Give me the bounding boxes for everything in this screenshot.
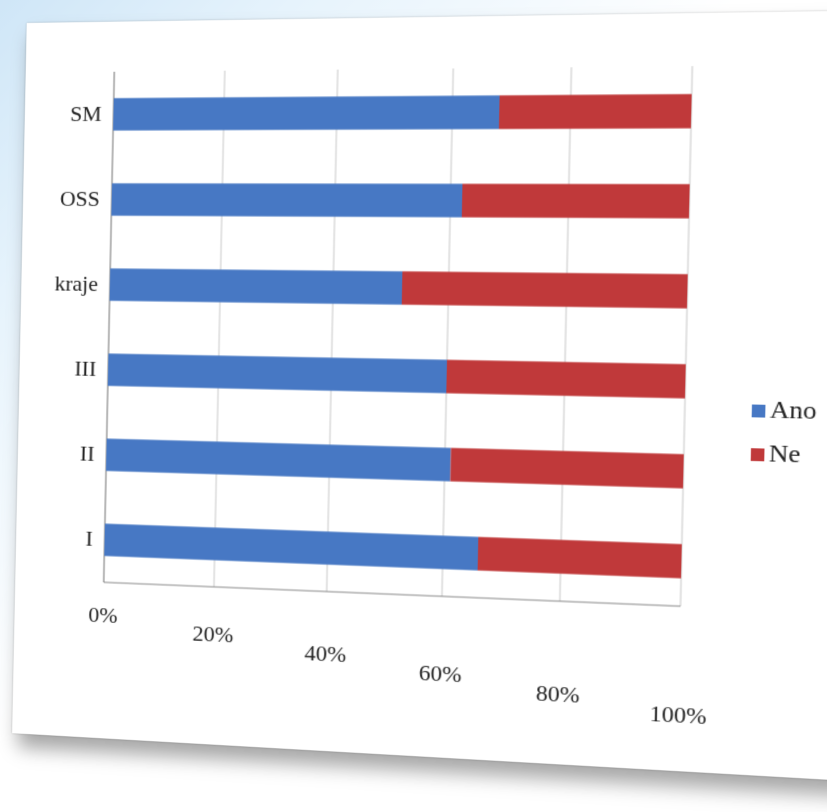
bar-ano-iii [108, 354, 447, 394]
y-category-label: II [80, 442, 95, 467]
chart-card: 0% 20% 40% 60% 80% 100% I II III kraje OSS SM Ano N… [12, 10, 827, 781]
y-axis-line [104, 72, 115, 583]
bar-ano-sm [113, 95, 500, 130]
x-axis-line [104, 582, 681, 606]
legend-item-ne: Ne [751, 440, 816, 471]
gridline [680, 66, 692, 606]
gridline [327, 70, 338, 592]
legend-item-ano: Ano [752, 396, 818, 426]
gridline [214, 71, 225, 587]
y-category-label: I [85, 527, 93, 551]
y-category-label: III [74, 357, 96, 382]
legend-label-ne: Ne [769, 440, 801, 470]
legend-label-ano: Ano [770, 396, 817, 426]
bar-ne-i [478, 537, 682, 578]
gridline [442, 68, 453, 596]
bar-ne-sm [499, 94, 692, 129]
gridline [560, 67, 572, 601]
x-tick-label: 20% [192, 621, 233, 647]
x-tick-label: 80% [536, 680, 580, 708]
x-tick-label: 60% [419, 660, 462, 687]
bar-ne-ii [450, 448, 684, 488]
stacked-bar-chart: 0%20%40%60%80%100%IIIIIIkrajeOSSSM [12, 10, 827, 781]
legend-swatch-ano [752, 404, 766, 417]
bar-ne-kraje [402, 271, 688, 308]
bar-ne-oss [462, 184, 690, 219]
bar-ano-kraje [110, 268, 403, 304]
y-category-label: SM [70, 102, 102, 126]
bar-ano-ii [106, 439, 451, 482]
x-tick-label: 0% [88, 603, 118, 629]
legend-swatch-ne [751, 448, 765, 461]
y-category-label: kraje [54, 272, 98, 297]
bar-ano-i [104, 524, 478, 571]
bar-ano-oss [111, 183, 462, 217]
y-category-label: OSS [60, 187, 100, 211]
x-tick-label: 40% [304, 640, 346, 667]
legend: Ano Ne [750, 396, 817, 485]
x-tick-label: 100% [649, 701, 706, 730]
bar-ne-iii [446, 360, 685, 399]
